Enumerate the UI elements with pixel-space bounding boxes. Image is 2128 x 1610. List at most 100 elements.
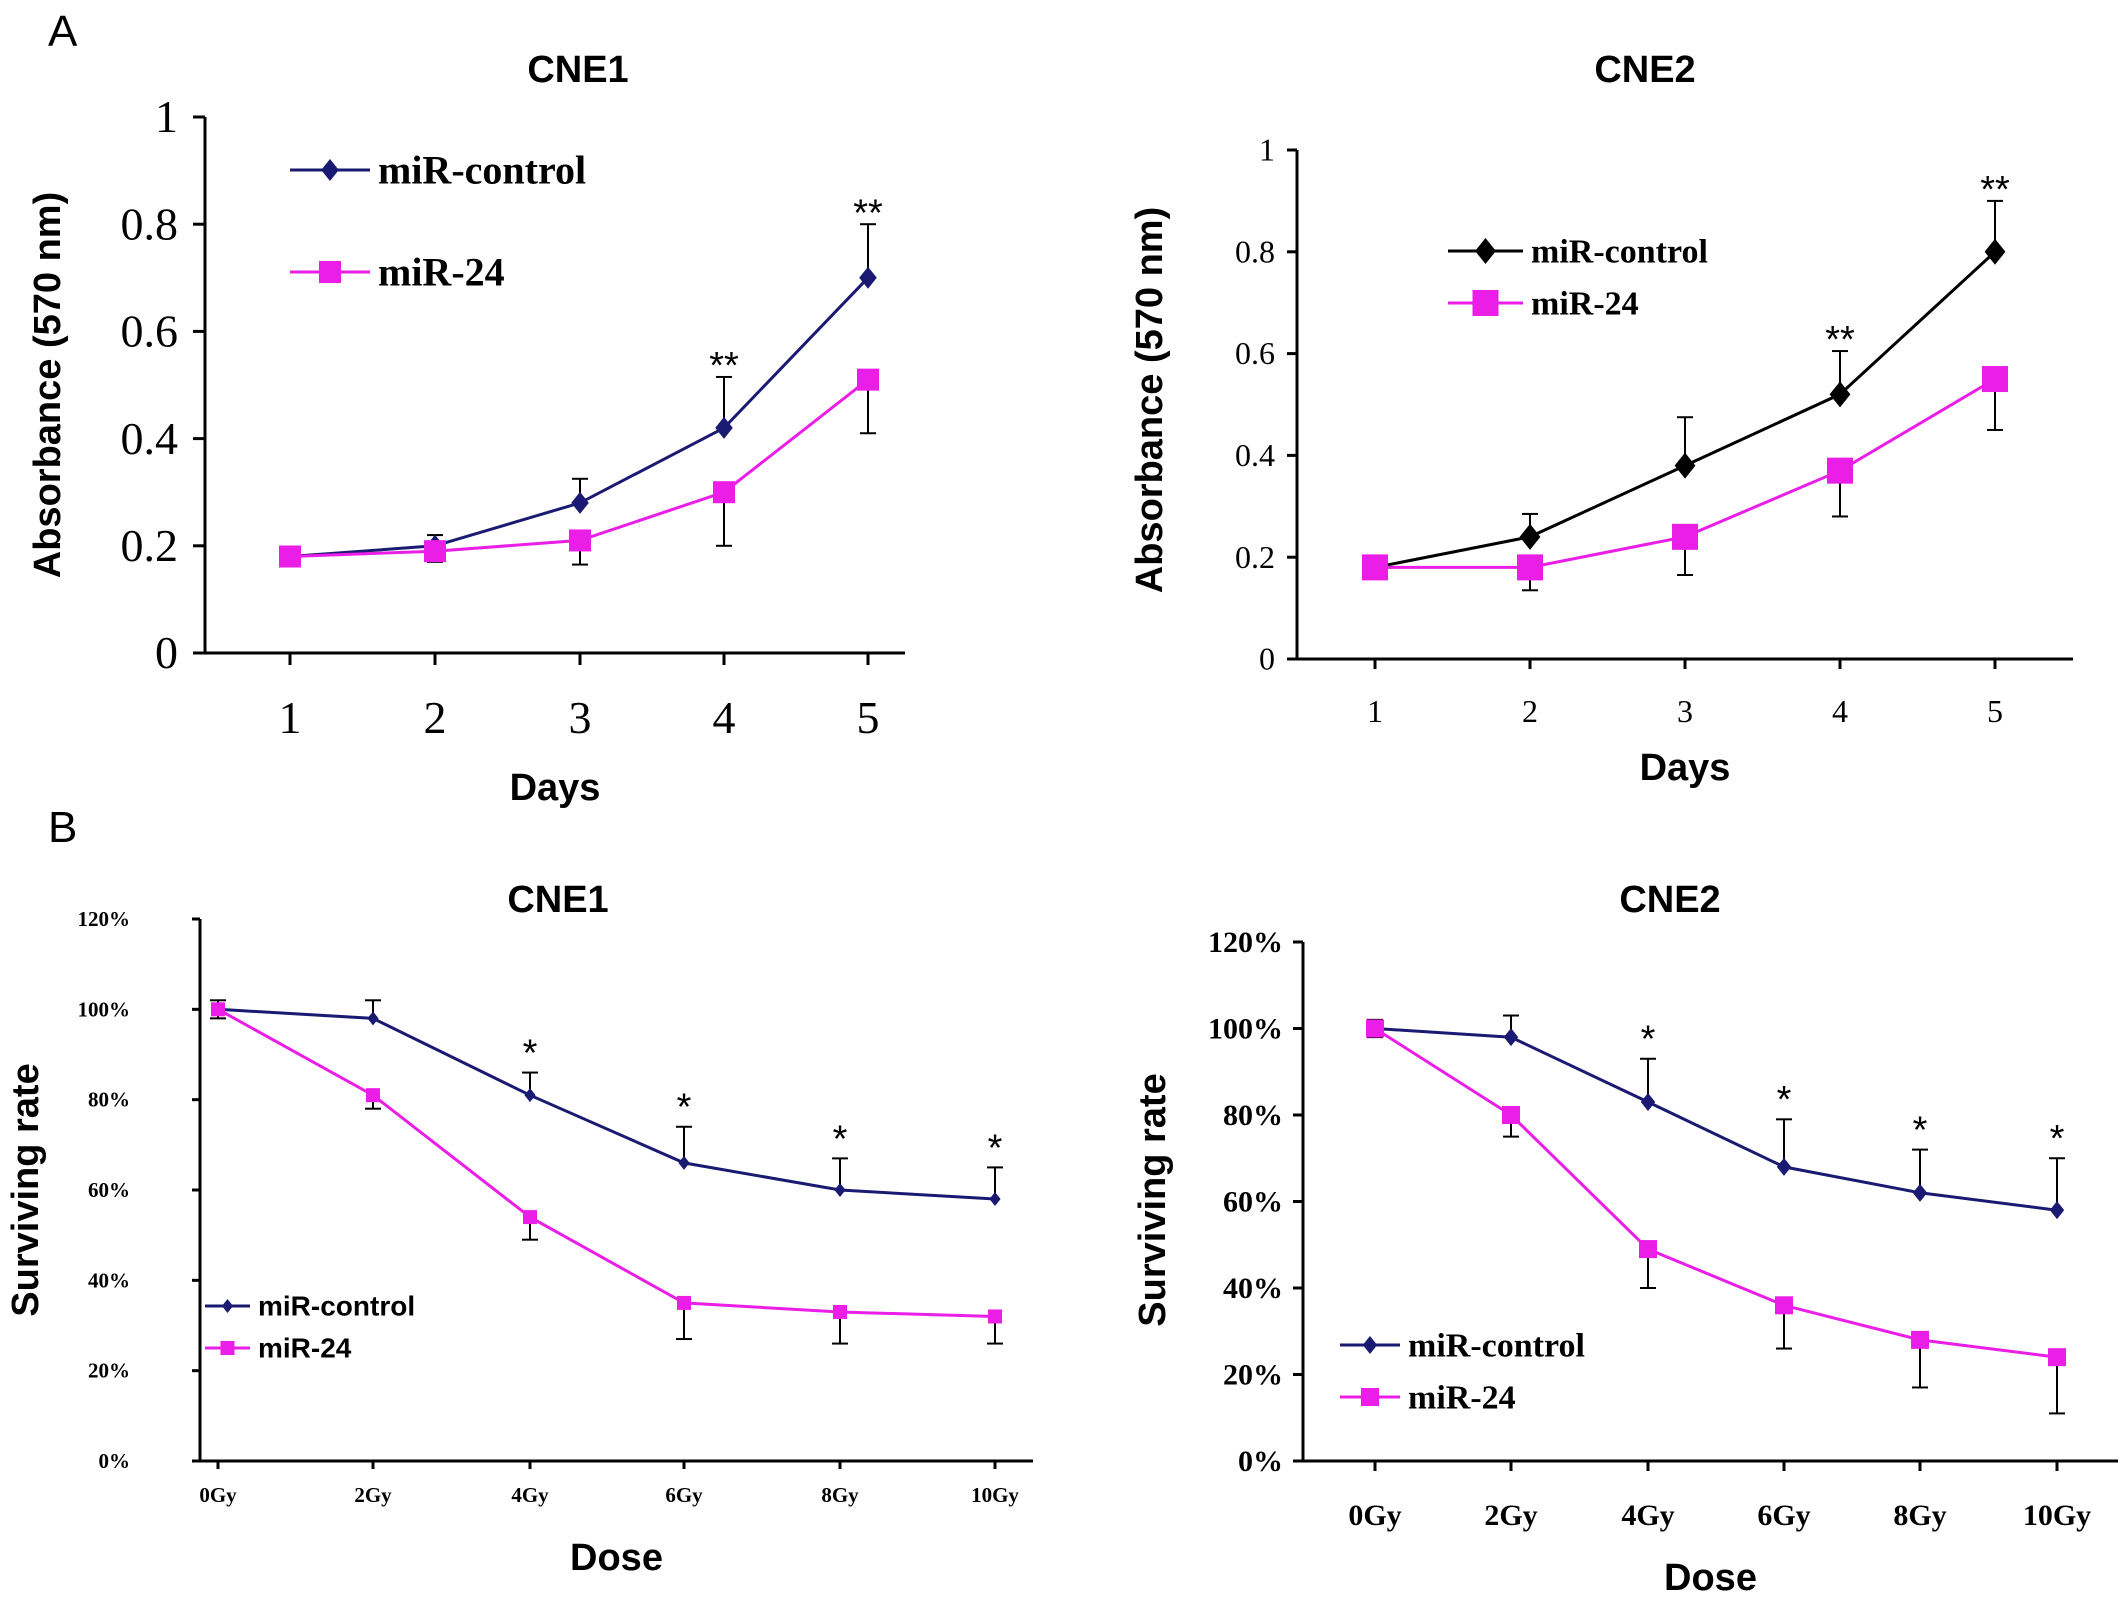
diamond-marker (1519, 523, 1541, 550)
chart-3: CNE1 Dose Surviving rate 0% 20% 40% 60% 80% 100%… (5, 879, 1033, 1579)
y-tick-label: 40% (1223, 1272, 1283, 1305)
series-line (1374, 1027, 2058, 1212)
y-axis-label: Absorbance (570 nm) (1129, 207, 1171, 593)
series-line (1374, 1027, 2058, 1359)
diamond-marker (834, 1183, 846, 1197)
y-tick-label: 0% (1238, 1445, 1283, 1478)
chart-title: CNE2 (1594, 49, 1695, 91)
square-marker (569, 529, 591, 552)
square-marker (279, 545, 301, 568)
legend-square-icon (319, 261, 341, 283)
x-tick-label: 2Gy (1484, 1499, 1537, 1532)
series-2 (1362, 366, 2008, 592)
legend: miR-control miR-24 (205, 1291, 415, 1364)
legend: miR-control miR-24 (1340, 1328, 1585, 1417)
series-line (1374, 250, 1997, 569)
series-2 (279, 368, 879, 568)
y-tick-label: 0.8 (121, 198, 179, 249)
legend-diamond-icon (1475, 238, 1496, 264)
y-tick-label: 0.4 (121, 413, 179, 464)
square-marker (1366, 1019, 1384, 1038)
y-axis-label: Absorbance (570 nm) (27, 192, 69, 578)
square-marker (2048, 1348, 2066, 1367)
significance-mark: * (1913, 1110, 1928, 1152)
panel-label-b: B (48, 803, 77, 852)
chart-1: CNE1 Days Absorbance (570 nm) 0 0.2 0.4 0.6 0.8… (27, 49, 905, 809)
square-marker (523, 1210, 537, 1225)
x-tick-label: 5 (1987, 693, 2003, 729)
y-tick-label: 40% (88, 1268, 130, 1292)
significance-mark: ** (853, 192, 883, 234)
square-marker (833, 1304, 847, 1319)
diamond-marker (1829, 381, 1851, 408)
chart-title: CNE1 (527, 49, 628, 91)
legend: miR-control miR-24 (1448, 234, 1708, 323)
x-tick-label: 2Gy (354, 1483, 392, 1507)
x-tick-label: 2 (1522, 693, 1538, 729)
square-marker (424, 540, 446, 563)
significance-mark: * (523, 1032, 538, 1074)
significance-mark: * (833, 1118, 848, 1160)
y-tick-label: 1 (1259, 132, 1275, 168)
x-tick-label: 4Gy (1621, 1499, 1674, 1532)
x-tick-label: 8Gy (1893, 1499, 1946, 1532)
square-marker (1827, 457, 1853, 484)
legend-diamond-icon (1362, 1336, 1378, 1354)
square-marker (857, 368, 879, 391)
y-tick-label: 120% (1208, 926, 1283, 959)
square-marker (1502, 1106, 1520, 1124)
series-line (217, 1007, 996, 1318)
y-tick-label: 0% (99, 1449, 131, 1473)
x-axis-label: Dose (570, 1537, 663, 1579)
chart-title: CNE2 (1619, 879, 1720, 921)
x-tick-label: 8Gy (821, 1483, 859, 1507)
x-tick-label: 0Gy (199, 1483, 237, 1507)
significance-mark: * (988, 1127, 1003, 1169)
y-tick-label: 20% (88, 1359, 130, 1383)
legend-label: miR-24 (378, 250, 505, 295)
series-line (289, 276, 870, 558)
chart-2: CNE2 Days Absorbance (570 nm) 0 0.2 0.4 0.6 0.8… (1129, 49, 2073, 789)
x-tick-label: 2 (424, 692, 447, 743)
x-tick-label: 1 (1367, 693, 1383, 729)
diamond-marker (678, 1155, 690, 1170)
significance-mark: * (1777, 1079, 1792, 1121)
y-tick-label: 60% (88, 1178, 130, 1202)
y-tick-label: 120% (78, 907, 131, 931)
square-marker (1911, 1330, 1929, 1349)
y-tick-label: 0.2 (1235, 539, 1275, 575)
x-axis-label: Days (1640, 747, 1731, 789)
legend: miR-control miR-24 (290, 148, 586, 295)
square-marker (1982, 366, 2008, 393)
square-marker (713, 481, 735, 504)
y-axis-label: Surviving rate (5, 1063, 47, 1316)
legend-square-icon (1472, 290, 1499, 316)
square-marker (1517, 554, 1543, 581)
y-tick-label: 100% (78, 997, 131, 1021)
legend-label: miR-24 (1408, 1380, 1516, 1417)
diamond-marker (1912, 1183, 1928, 1202)
legend-label: miR-24 (1531, 286, 1639, 323)
chart-title: CNE1 (507, 879, 608, 921)
square-marker (211, 1002, 225, 1017)
square-marker (1639, 1240, 1657, 1259)
diamond-marker (859, 266, 877, 289)
significance-mark: * (677, 1087, 692, 1129)
significance-mark: ** (1980, 169, 2010, 211)
y-tick-label: 100% (1208, 1012, 1283, 1045)
diamond-marker (367, 1011, 379, 1026)
legend-square-icon (1361, 1388, 1379, 1406)
diamond-marker (524, 1088, 536, 1103)
legend-diamond-icon (221, 1299, 234, 1313)
significance-mark: ** (1825, 319, 1855, 361)
x-tick-label: 6Gy (1757, 1499, 1810, 1532)
y-tick-label: 1 (155, 91, 178, 142)
x-tick-label: 3 (569, 692, 592, 743)
significance-mark: ** (709, 345, 739, 387)
y-tick-label: 80% (1223, 1099, 1283, 1132)
y-tick-label: 0 (1259, 641, 1275, 677)
square-marker (1362, 554, 1388, 581)
square-marker (677, 1295, 691, 1310)
series-1 (210, 999, 1003, 1207)
